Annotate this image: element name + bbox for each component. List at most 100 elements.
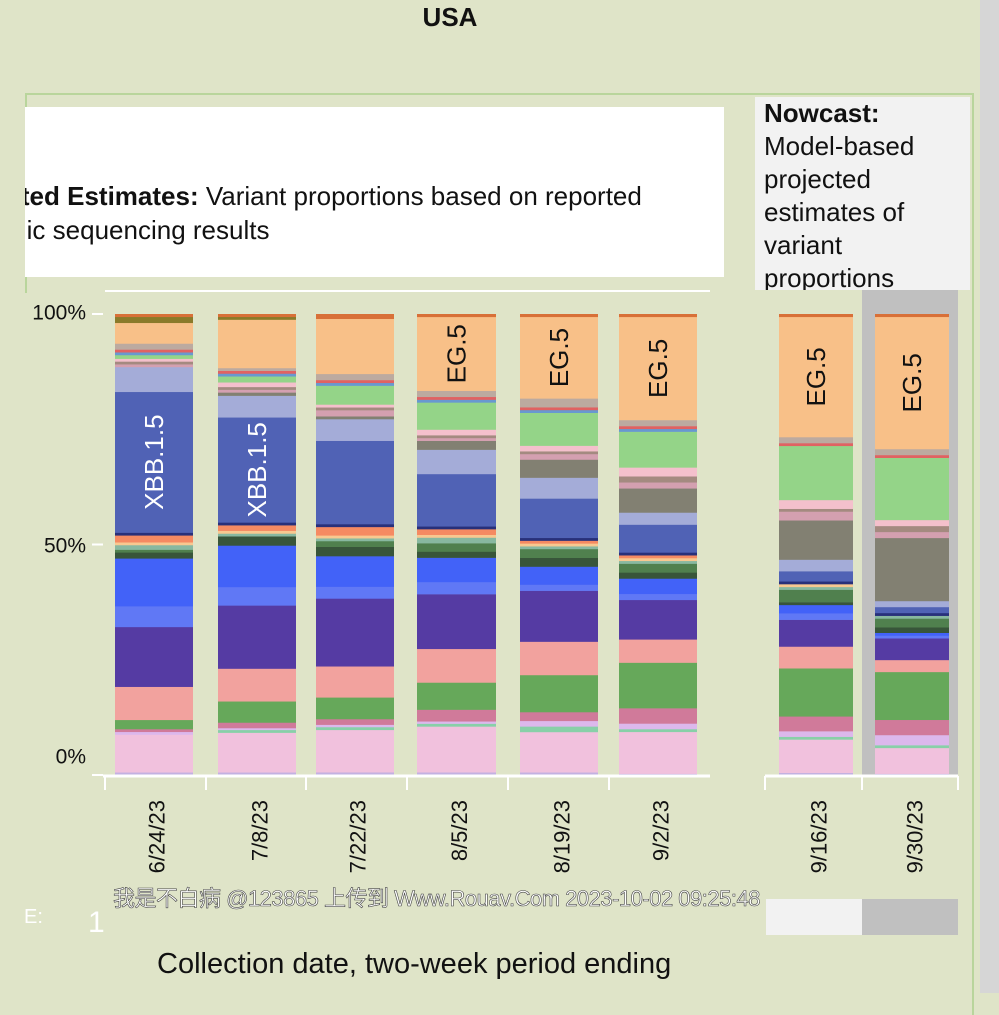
bar-segment [875,525,949,533]
reported-label: nted Estimates: [25,181,199,211]
bar-label: EG.5 [442,324,472,383]
bar-segment [316,556,394,587]
bar-segment [417,721,496,724]
chart-title: USA [422,2,478,32]
chart-panel [25,93,974,1015]
bar-segment [218,727,296,731]
reported-desc: Variant proportions based on reported [198,181,642,211]
bar-segment [619,552,697,556]
bar-9/2/23: EG.5 [619,314,697,776]
nowcast-label: Nowcast: [764,98,880,128]
bar-segment [520,537,598,541]
bar-segment [875,747,949,774]
bar-segment [218,533,296,537]
bar-segment [417,449,496,475]
bar-segment [115,719,193,730]
bar-segment [619,578,697,595]
bar-segment [779,511,853,521]
bar-segment [417,581,496,595]
bar-segment [417,557,496,583]
x-tick-label: 9/30/23 [903,800,928,873]
bar-segment [875,638,949,661]
bar-segment [316,586,394,599]
bar-segment [316,524,394,528]
y-tick-label: 100% [32,302,86,325]
bar-segment [520,548,598,559]
bar-segment [218,525,296,531]
bar-segment [316,373,394,381]
bar-segment [875,671,949,721]
bar-segment [218,370,296,374]
bar-segment [417,709,496,722]
bar-segment [520,590,598,642]
bar-segment [417,648,496,683]
bar-segment [619,708,697,724]
bar-segment [619,419,697,427]
bar-segment [115,558,193,607]
bar-segment [875,659,949,673]
bar-segment [520,584,598,591]
bar-segment [316,535,394,539]
x-axis-label: Collection date, two-week period ending [157,948,672,980]
bar-segment [115,544,193,550]
bar-segment [779,508,853,512]
bar-segment [417,723,496,727]
bar-segment [779,604,853,614]
bar-segment [520,540,598,544]
bar-segment [779,499,853,509]
bar-segment [520,398,598,408]
bar-9/16/23: EG.5 [779,314,853,776]
bar-segment [115,391,193,533]
bar-segment [115,772,193,776]
bar-segment [779,602,853,606]
x-tick-label: 7/22/23 [346,800,371,873]
bar-segment [619,731,697,774]
bottom-mark-e: E: [24,906,43,928]
bar-segment [316,407,394,411]
bar-segment [619,314,697,318]
bar-label: EG.5 [643,339,673,398]
bar-segment [316,546,394,557]
bar-segment [520,314,598,318]
bar-segment [619,639,697,663]
bar-segment [520,731,598,773]
bar-segment [218,382,296,388]
bar-segment [417,440,496,450]
bar-segment [520,546,598,550]
bar-segment [520,498,598,539]
bar-segment [218,605,296,669]
bar-segment [779,520,853,560]
bar-segment [520,412,598,446]
bar-segment [316,419,394,441]
bar-segment [115,728,193,733]
bar-segment [520,451,598,455]
bar-segment [316,416,394,420]
bar-segment [218,586,296,606]
scrollbar[interactable] [980,0,999,993]
bar-label: XBB.1.5 [139,414,169,509]
bar-segment [619,431,697,468]
bar-segment [875,632,949,636]
x-tick-label: 9/16/23 [807,800,832,873]
bar-segment [115,731,193,735]
bar-segment [875,618,949,628]
bar-segment [417,594,496,650]
bar-segment [115,352,193,356]
bar-segment [619,599,697,640]
watermark: 我是不白病 @123865 上传到 Www.Rouav.Com 2023-10-… [113,886,761,912]
bar-segment [115,343,193,350]
bar-segment [779,314,853,318]
bar-segment [875,537,949,602]
bar-label: EG.5 [801,347,831,406]
bar-segment [875,635,949,639]
legend-swatch-reported [766,899,862,935]
bar-segment [520,445,598,452]
bar-segment [417,390,496,398]
bar-segment [115,686,193,721]
bar-segment [619,593,697,601]
bar-segment [218,389,296,393]
bar-segment [875,773,949,776]
bar-segment [417,314,496,318]
bar-segment [875,719,949,736]
bar-segment [115,358,193,362]
